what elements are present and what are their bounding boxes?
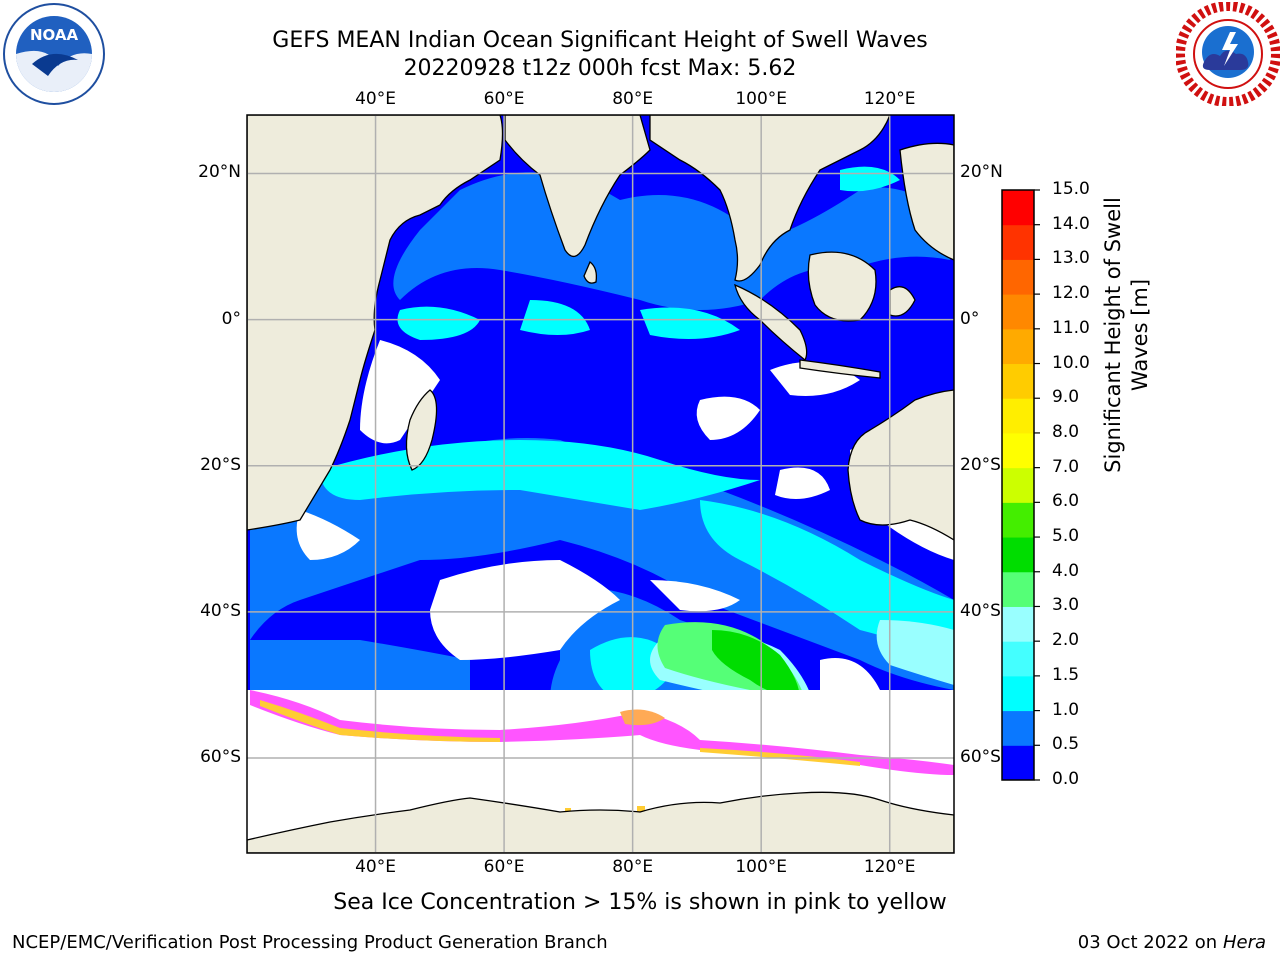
colorbar-segment	[1002, 710, 1034, 746]
x-tick-label-top: 80°E	[612, 89, 654, 109]
y-tick-label-left: 20°N	[198, 162, 241, 183]
footer-machine: Hera	[1222, 932, 1266, 953]
colorbar-tick-label: 8.0	[1052, 421, 1080, 442]
map-grid	[247, 115, 954, 853]
x-tick-label-bottom: 100°E	[735, 857, 788, 877]
colorbar-segment	[1002, 224, 1034, 260]
colorbar-segment	[1002, 606, 1034, 642]
colorbar-segment	[1002, 467, 1034, 503]
x-tick-label-bottom: 120°E	[863, 857, 916, 877]
colorbar-segment	[1002, 537, 1034, 573]
x-tick-label-bottom: 80°E	[612, 857, 654, 877]
y-tick-label-right: 0°	[960, 308, 980, 329]
colorbar-title-line-2: Waves [m]	[1128, 278, 1152, 392]
colorbar	[1001, 189, 1040, 781]
x-tick-label-bottom: 60°E	[483, 857, 525, 877]
colorbar-segment	[1002, 363, 1034, 399]
colorbar-title: Significant Height of Swell Waves [m]	[1100, 185, 1154, 485]
colorbar-tick-label: 7.0	[1052, 456, 1080, 477]
footer-credit: NCEP/EMC/Verification Post Processing Pr…	[12, 932, 608, 953]
colorbar-tick-label: 3.0	[1052, 595, 1080, 616]
colorbar-tick-label: 10.0	[1052, 352, 1090, 373]
colorbar-tick-label: 6.0	[1052, 491, 1080, 512]
x-tick-label-top: 100°E	[735, 89, 788, 109]
y-tick-label-left: 40°S	[200, 600, 241, 621]
colorbar-tick-label: 0.0	[1052, 769, 1080, 789]
colorbar-tick-label: 9.0	[1052, 387, 1080, 408]
y-tick-label-right: 60°S	[960, 747, 1001, 767]
colorbar-frame	[1001, 189, 1035, 781]
noaa-logo-icon: NOAA	[3, 3, 105, 105]
colorbar-segment	[1002, 502, 1034, 538]
colorbar-segment	[1002, 190, 1034, 226]
colorbar-title-line-1: Significant Height of Swell	[1101, 197, 1125, 473]
y-tick-label-left: 60°S	[200, 747, 241, 767]
y-tick-label-right: 40°S	[960, 600, 1001, 621]
colorbar-tick-label: 5.0	[1052, 526, 1080, 547]
sea-ice-note: Sea Ice Concentration > 15% is shown in …	[333, 890, 947, 915]
colorbar-segment	[1002, 571, 1034, 607]
colorbar-tick-label: 13.0	[1052, 248, 1090, 269]
x-tick-label-top: 40°E	[355, 89, 396, 109]
colorbar-tick-label: 1.5	[1052, 664, 1080, 685]
colorbar-tick-label: 14.0	[1052, 213, 1090, 234]
colorbar-segment	[1002, 675, 1034, 712]
colorbar-tick-label: 15.0	[1052, 179, 1090, 199]
colorbar-segment	[1002, 398, 1034, 434]
colorbar-tick-label: 1.0	[1052, 699, 1080, 720]
colorbar-segment	[1002, 259, 1034, 295]
colorbar-tick-label: 11.0	[1052, 317, 1090, 338]
x-tick-label-top: 60°E	[483, 89, 525, 109]
colorbar-segment	[1002, 745, 1034, 781]
chart-title: GEFS MEAN Indian Ocean Significant Heigh…	[272, 28, 928, 53]
y-tick-label-right: 20°N	[960, 162, 1003, 183]
colorbar-tick-label: 4.0	[1052, 560, 1080, 581]
map-frame	[246, 114, 955, 854]
footer-date-text: 03 Oct 2022 on	[1077, 932, 1223, 953]
y-tick-label-left: 0°	[221, 308, 241, 329]
y-tick-label-left: 20°S	[200, 454, 241, 475]
chart-subtitle: 20220928 t12z 000h fcst Max: 5.62	[403, 56, 797, 81]
colorbar-tick-label: 2.0	[1052, 630, 1080, 651]
colorbar-segment	[1002, 294, 1034, 330]
noaa-logo-text: NOAA	[30, 26, 79, 44]
y-tick-label-right: 20°S	[960, 454, 1001, 475]
x-tick-label-bottom: 40°E	[355, 857, 396, 877]
nws-logo-icon	[1176, 2, 1280, 106]
colorbar-segment	[1002, 328, 1034, 365]
footer-date: 03 Oct 2022 on Hera	[1078, 932, 1266, 953]
colorbar-segment	[1002, 641, 1034, 677]
x-tick-label-top: 120°E	[863, 89, 916, 109]
colorbar-segment	[1002, 432, 1034, 469]
colorbar-tick-label: 0.5	[1052, 734, 1080, 755]
colorbar-tick-label: 12.0	[1052, 283, 1090, 304]
